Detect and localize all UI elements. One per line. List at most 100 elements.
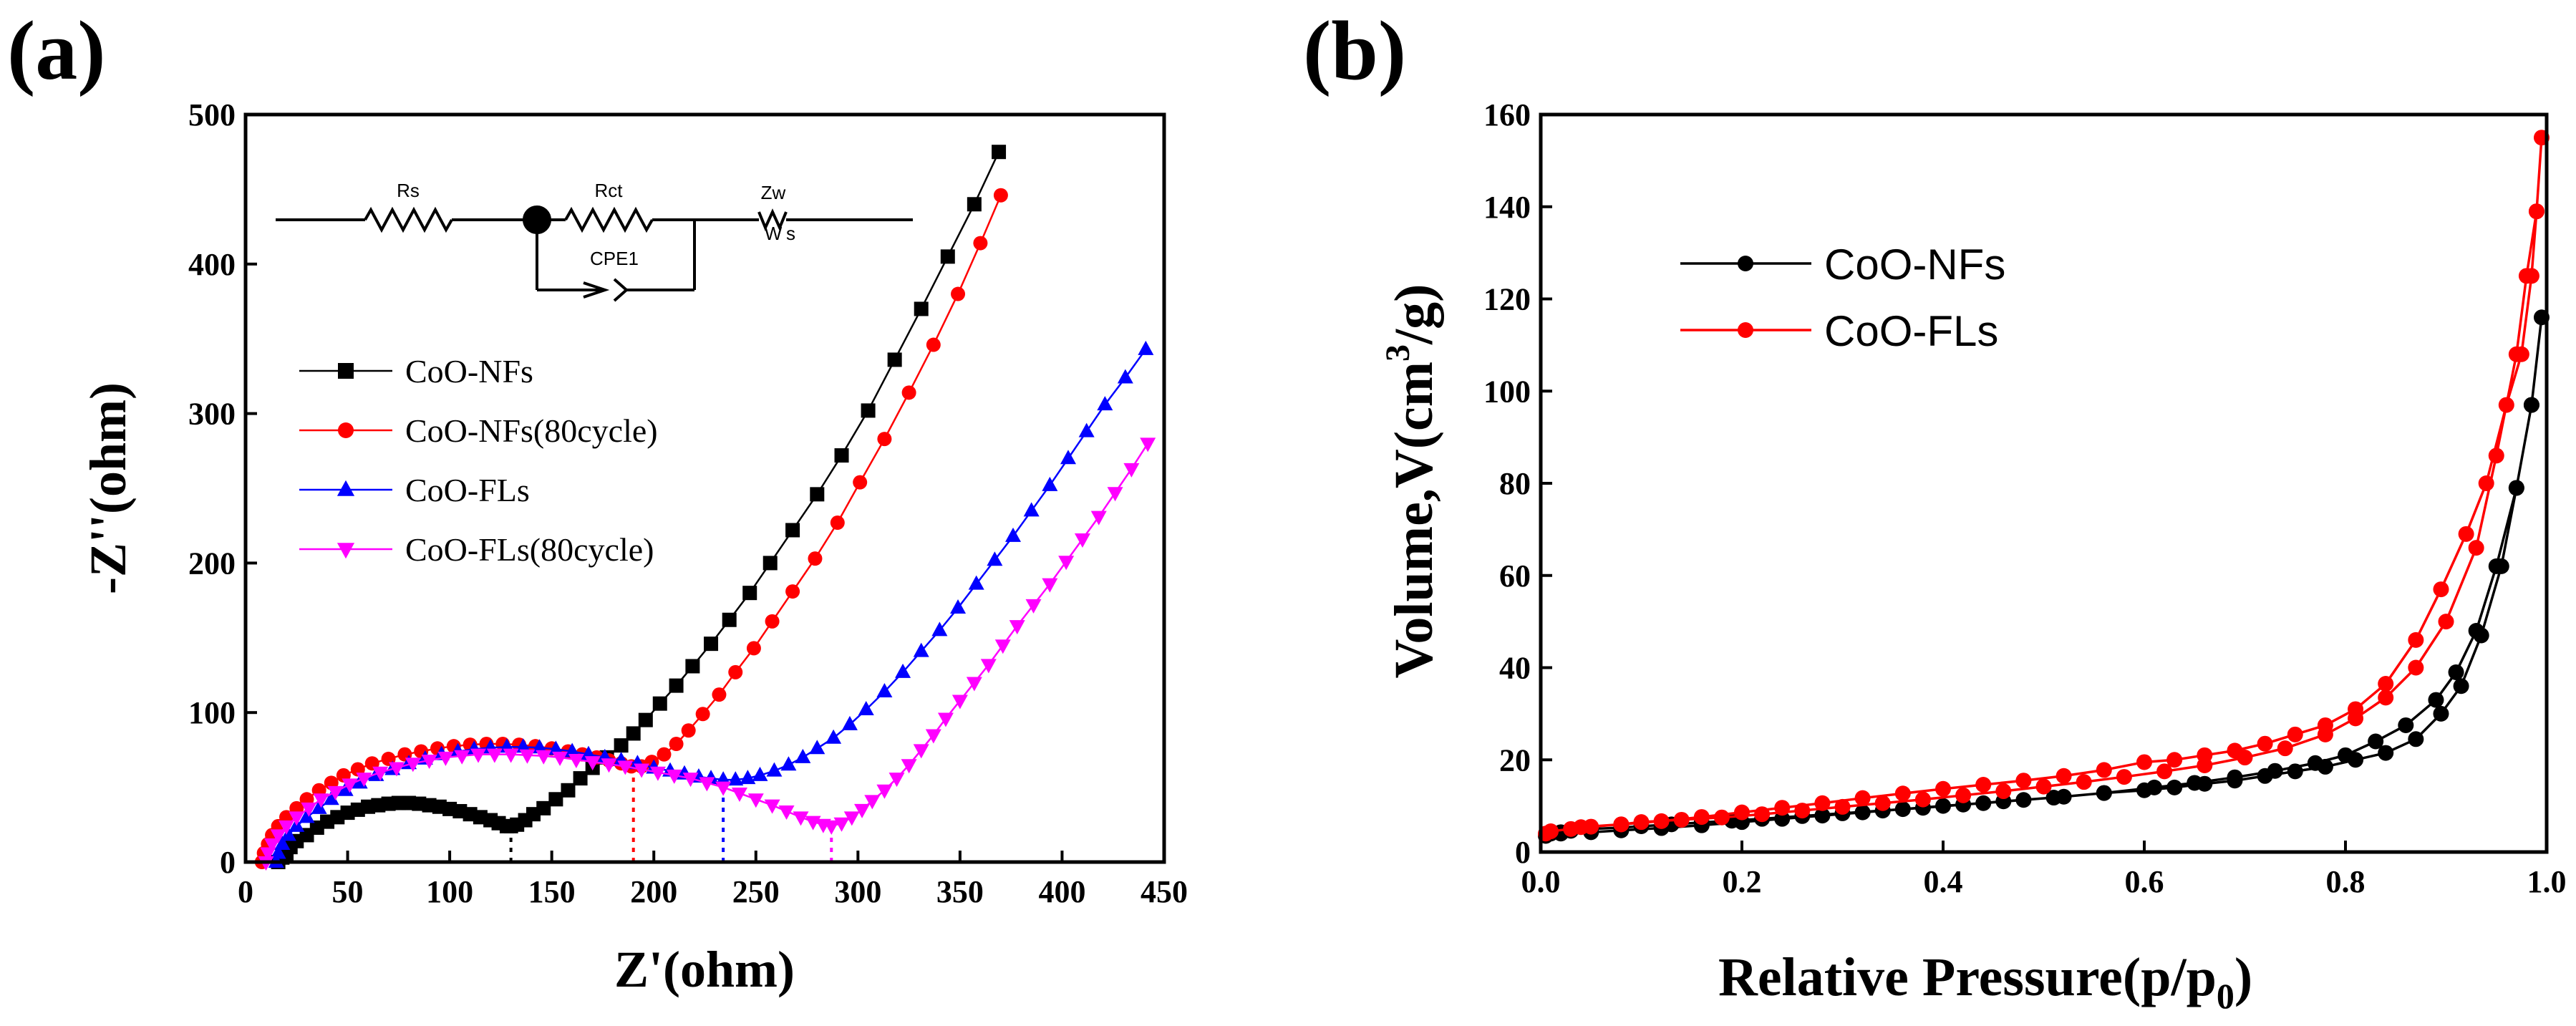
data-point	[1914, 791, 1931, 808]
data-point	[2398, 717, 2414, 733]
y-tick-label: 80	[1499, 466, 1531, 501]
data-point	[2015, 792, 2032, 808]
data-point	[2453, 678, 2469, 695]
y-tick-label: 200	[188, 546, 236, 581]
data-point	[966, 677, 982, 692]
data-point	[2166, 752, 2183, 768]
data-point	[669, 678, 684, 693]
data-point	[2197, 775, 2213, 792]
data-point	[766, 762, 783, 777]
data-point	[2277, 740, 2293, 757]
x-tick-label: 0.2	[1723, 864, 1762, 899]
data-point	[987, 551, 1003, 566]
data-point	[323, 790, 339, 805]
data-point	[561, 783, 576, 798]
data-point	[830, 516, 845, 531]
data-point	[1042, 578, 1058, 593]
data-point	[1734, 804, 1750, 821]
data-point	[841, 715, 858, 730]
data-point	[2513, 346, 2529, 362]
data-point	[685, 659, 700, 674]
data-point	[967, 197, 982, 212]
panel-b-frame	[1539, 112, 2549, 854]
data-point	[2136, 754, 2152, 770]
legend-label: CoO-NFs	[405, 353, 533, 389]
data-point	[657, 747, 672, 762]
x-tick-label: 350	[936, 874, 984, 909]
data-point	[764, 799, 780, 814]
series-CoO-FLs	[1538, 130, 2550, 842]
data-point	[931, 621, 948, 637]
x-tick-label: 50	[332, 874, 364, 909]
data-point	[752, 766, 768, 781]
panel-b-label: (b)	[1303, 4, 1406, 97]
data-point	[695, 707, 710, 722]
data-point	[950, 599, 967, 614]
equivalent-circuit	[276, 205, 913, 302]
data-point	[2433, 705, 2449, 722]
data-point	[437, 751, 454, 766]
data-point	[901, 385, 916, 400]
circuit-warburg-s: s	[786, 223, 795, 244]
data-point	[825, 729, 842, 744]
y-tick-label: 500	[188, 97, 236, 132]
data-point	[858, 701, 874, 716]
data-point	[681, 723, 696, 738]
data-point	[810, 487, 825, 502]
data-point	[785, 584, 800, 599]
data-point	[925, 729, 941, 744]
data-point	[2478, 475, 2494, 491]
x-tick-label: 300	[834, 874, 881, 909]
x-tick-label: 400	[1038, 874, 1085, 909]
data-point	[834, 448, 849, 463]
data-point	[486, 748, 503, 763]
data-point	[2227, 773, 2243, 789]
circuit-cpe-label: CPE1	[590, 248, 639, 269]
data-point	[2035, 778, 2052, 795]
data-point	[2408, 631, 2424, 648]
data-point	[765, 614, 780, 629]
y-tick-label: 0	[1515, 835, 1531, 870]
x-tick-label: 0.8	[2326, 864, 2366, 899]
data-point	[808, 551, 823, 566]
data-point	[2493, 558, 2509, 574]
data-point	[279, 820, 295, 835]
series-CoO-NFs	[1538, 309, 2550, 844]
data-point	[699, 777, 715, 792]
data-point	[1573, 819, 1589, 836]
panel-a-frame	[243, 112, 1166, 864]
data-point	[2076, 774, 2092, 790]
data-point	[731, 787, 747, 802]
data-point	[742, 586, 757, 601]
data-point	[913, 642, 929, 657]
data-point	[1543, 823, 1559, 840]
data-point	[552, 751, 568, 766]
data-point	[669, 737, 684, 752]
data-point	[853, 475, 868, 490]
data-point	[666, 769, 682, 784]
data-point	[876, 784, 893, 799]
data-point	[313, 793, 329, 808]
y-tick-label: 140	[1483, 190, 1531, 225]
y-tick-label: 400	[188, 247, 236, 282]
data-point	[2257, 735, 2273, 752]
y-tick-label: 20	[1499, 742, 1531, 778]
panel-b-x-axis-title-main: Relative Pressure(p/p	[1718, 947, 2217, 1007]
data-point	[1107, 487, 1123, 502]
data-point	[1995, 783, 2012, 800]
data-point	[519, 749, 536, 764]
data-point	[536, 750, 552, 765]
data-point	[1673, 811, 1690, 828]
panel-a-x-axis-title: Z'(ohm)	[614, 941, 795, 998]
panel-b: (b) 0.0 0.2 0.4 0.6 0.8 1.0 0 20 40 60 80 100 120 140…	[1303, 4, 2567, 1016]
x-tick-label: 100	[426, 874, 473, 909]
data-point	[601, 758, 617, 773]
data-point	[270, 829, 286, 844]
data-point	[1074, 533, 1090, 548]
data-point	[2528, 203, 2544, 220]
panel-b-x-axis-title-end: )	[2234, 947, 2252, 1007]
y-tick-label: 60	[1499, 558, 1531, 594]
data-point	[301, 802, 317, 817]
data-point	[2523, 397, 2539, 413]
y-tick-label: 100	[188, 695, 236, 730]
